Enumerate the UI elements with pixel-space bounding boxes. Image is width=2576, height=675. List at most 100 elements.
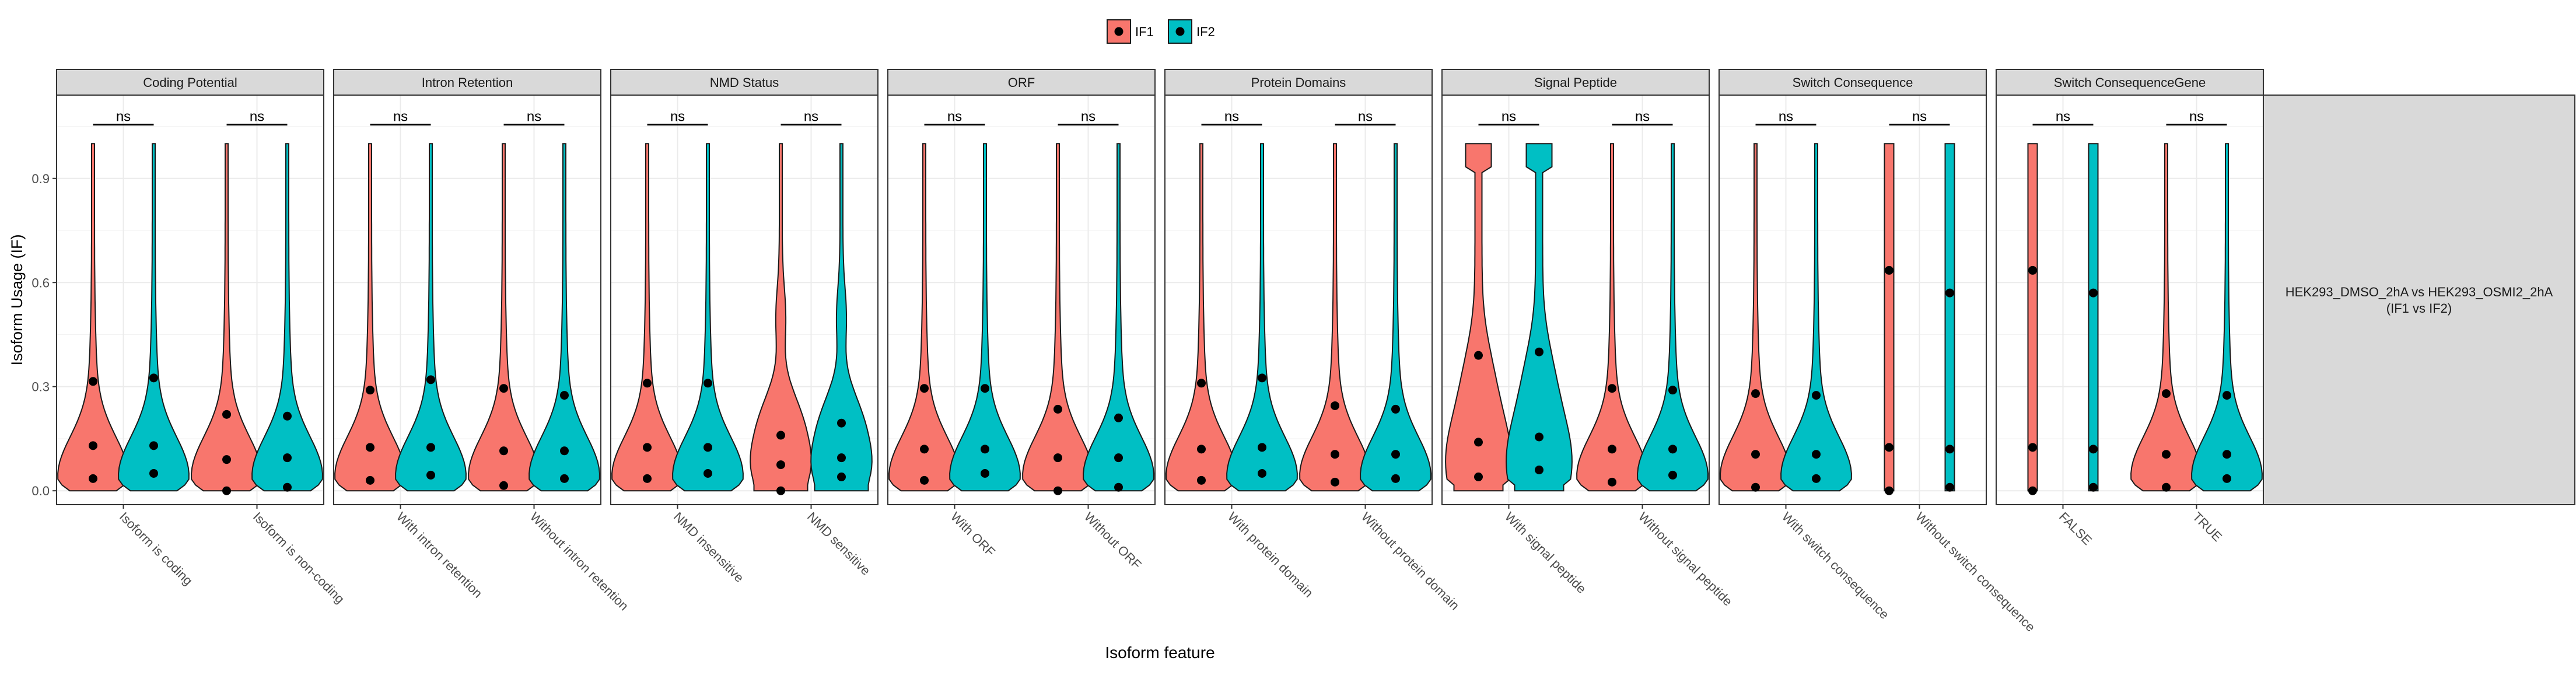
quantile-point — [1474, 351, 1483, 360]
legend-key-if1 — [1107, 19, 1131, 44]
quantile-point — [366, 386, 374, 395]
quantile-point — [1751, 482, 1760, 492]
quantile-point — [1945, 445, 1954, 454]
facet-strip — [56, 69, 324, 96]
row-strip — [2263, 95, 2575, 505]
row-strip-subtitle: (IF1 vs IF2) — [2386, 301, 2452, 316]
violin-if2 — [1360, 143, 1432, 492]
violin-if1 — [1884, 143, 1895, 492]
quantile-point — [2222, 474, 2231, 483]
quantile-point — [89, 377, 97, 386]
quantile-point — [222, 455, 231, 464]
panel-border — [333, 95, 601, 505]
quantile-point — [1474, 438, 1483, 447]
significance-label: ns — [1502, 109, 1516, 125]
quantile-point — [776, 486, 785, 495]
quantile-point — [1885, 265, 1894, 275]
violin-if2 — [1780, 143, 1852, 492]
x-tick-label: With switch consequence — [1779, 509, 1892, 622]
facet-title: Switch Consequence — [1793, 75, 1913, 90]
legend: IF1 IF2 — [1107, 19, 1215, 44]
x-tick-label: NMD sensitive — [804, 509, 873, 578]
quantile-point — [1197, 475, 1206, 485]
facet-title: NMD Status — [710, 75, 779, 90]
violin-if2 — [949, 143, 1021, 492]
violin-if2 — [1506, 143, 1573, 492]
violin-if2 — [1226, 143, 1298, 492]
quantile-point — [1331, 450, 1339, 459]
quantile-point — [920, 445, 929, 454]
violin-if2 — [1083, 143, 1154, 492]
y-tick-label: 0.0 — [32, 484, 50, 498]
facet-strip — [1164, 69, 1433, 96]
quantile-point — [981, 468, 989, 478]
significance-label: ns — [116, 109, 131, 125]
violin-if2 — [2088, 143, 2099, 492]
quantile-point — [1054, 404, 1062, 414]
x-tick-label: With signal peptide — [1502, 509, 1589, 596]
quantile-point — [1608, 477, 1616, 487]
x-tick-label: With protein domain — [1225, 509, 1316, 600]
x-tick-label: Without ORF — [1082, 509, 1144, 572]
quantile-point — [149, 373, 158, 383]
quantile-point — [643, 379, 652, 388]
facet-7: Switch ConsequenceGene ns FALSE ns TRUE — [1996, 69, 2264, 548]
quantile-point — [1812, 474, 1821, 483]
quantile-point — [560, 446, 569, 456]
legend-label: IF2 — [1196, 25, 1215, 39]
quantile-point — [283, 453, 292, 463]
quantile-point — [776, 460, 785, 470]
x-tick-label: Without protein domain — [1359, 509, 1462, 613]
facet-title: Coding Potential — [143, 75, 237, 90]
facet-title: Protein Domains — [1251, 75, 1346, 90]
quantile-point — [704, 468, 712, 478]
y-tick-label: 0.9 — [32, 172, 50, 186]
quantile-point — [89, 474, 97, 483]
violin-if2 — [395, 143, 467, 492]
y-tick-label: 0.6 — [32, 275, 50, 290]
quantile-point — [1751, 389, 1760, 398]
significance-label: ns — [1358, 109, 1373, 125]
panel-border — [56, 95, 324, 505]
quantile-point — [920, 384, 929, 393]
x-tick-label: NMD insensitive — [671, 509, 747, 585]
significance-label: ns — [947, 109, 962, 125]
quantile-point — [1812, 391, 1821, 400]
quantile-point — [1391, 404, 1400, 414]
significance-label: ns — [1635, 109, 1650, 125]
significance-label: ns — [1081, 109, 1096, 125]
facet-title: Intron Retention — [422, 75, 513, 90]
violin-if1 — [1299, 143, 1371, 492]
quantile-point — [1668, 445, 1677, 454]
quantile-point — [1608, 445, 1616, 454]
row-strip-title: HEK293_DMSO_2hA vs HEK293_OSMI2_2hA — [2286, 285, 2553, 299]
quantile-point — [2162, 450, 2171, 459]
quantile-point — [2028, 265, 2037, 275]
violin-if2 — [672, 143, 744, 492]
significance-label: ns — [2189, 109, 2204, 125]
quantile-point — [499, 481, 508, 490]
quantile-point — [1197, 445, 1206, 454]
quantile-point — [366, 443, 374, 452]
quantile-point — [2089, 482, 2098, 492]
quantile-point — [426, 470, 435, 480]
quantile-point — [2089, 445, 2098, 454]
x-tick-label: With intron retention — [394, 509, 485, 601]
quantile-point — [1114, 413, 1123, 422]
quantile-point — [1751, 450, 1760, 459]
violin-if1 — [750, 143, 812, 492]
quantile-point — [2222, 450, 2231, 459]
violin-if2 — [1944, 143, 1955, 492]
violin-if2 — [1637, 143, 1709, 492]
quantile-point — [499, 446, 508, 456]
quantile-point — [1391, 474, 1400, 483]
significance-label: ns — [393, 109, 408, 125]
quantile-point — [1054, 486, 1062, 495]
significance-label: ns — [1912, 109, 1927, 125]
quantile-point — [837, 418, 846, 428]
violin-if1 — [468, 143, 540, 492]
quantile-point — [981, 384, 989, 393]
quantile-point — [149, 468, 158, 478]
facet-title: Signal Peptide — [1534, 75, 1617, 90]
